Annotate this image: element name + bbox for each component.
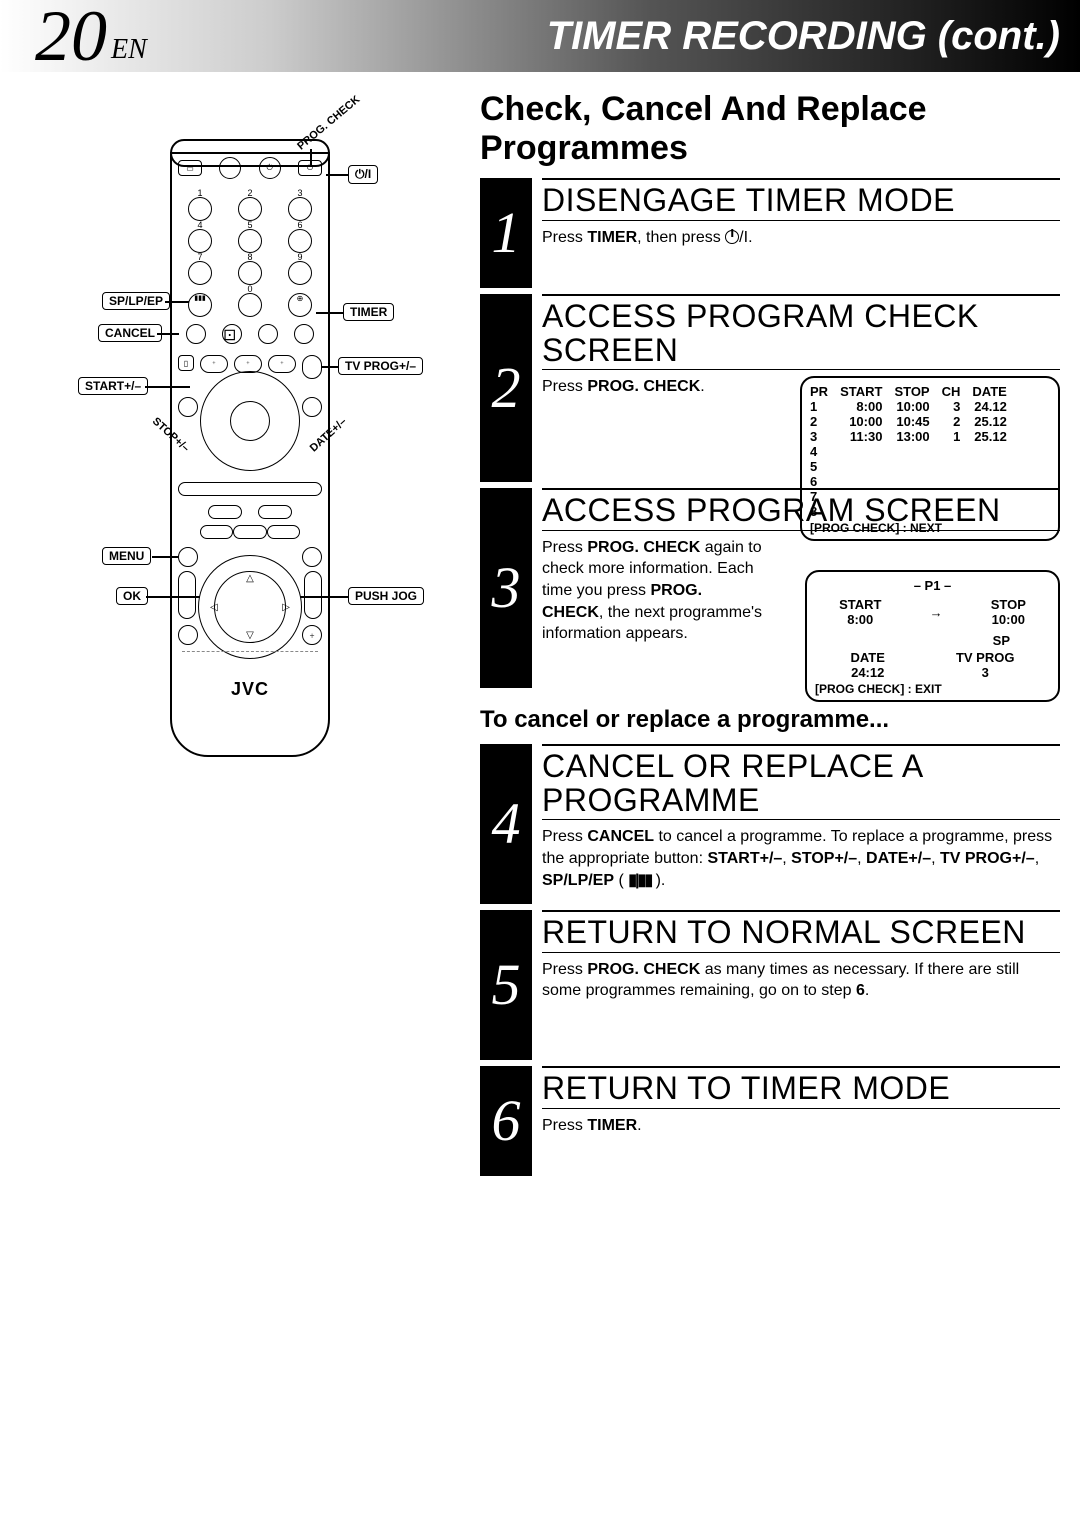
step-5-heading: RETURN TO NORMAL SCREEN: [542, 910, 1060, 953]
step-4-text: Press CANCEL to cancel a programme. To r…: [542, 826, 1060, 891]
step-4-heading: CANCEL OR REPLACE A PROGRAMME: [542, 744, 1060, 820]
step-1-heading: DISENGAGE TIMER MODE: [542, 178, 1060, 221]
label-splpep: SP/LP/EP: [102, 292, 170, 310]
label-prog-check: PROG. CHECK: [295, 93, 362, 152]
step-1: 1 DISENGAGE TIMER MODE Press TIMER, then…: [480, 178, 1060, 288]
osd-prog-detail: – P1 – START8:00 → STOP10:00 SP DATE24:1…: [805, 570, 1060, 702]
label-timer: TIMER: [343, 303, 394, 321]
label-pushjog: PUSH JOG: [348, 587, 424, 605]
step-2-heading: ACCESS PROGRAM CHECK SCREEN: [542, 294, 1060, 370]
step-3-heading: ACCESS PROGRAM SCREEN: [542, 488, 1060, 531]
step-5: 5 RETURN TO NORMAL SCREEN Press PROG. CH…: [480, 910, 1060, 1060]
step-6-text: Press TIMER.: [542, 1115, 1060, 1137]
page-number: 20: [35, 0, 107, 72]
label-tvprog: TV PROG+/–: [338, 357, 423, 375]
step-6-heading: RETURN TO TIMER MODE: [542, 1066, 1060, 1109]
power-icon: [725, 230, 739, 244]
label-start: START+/–: [78, 377, 148, 395]
step-3-text: Press PROG. CHECK again to check more in…: [542, 537, 762, 645]
step-1-text: Press TIMER, then press /I.: [542, 227, 1060, 249]
section-title: Check, Cancel And Replace Programmes: [480, 90, 1060, 168]
step-3: 3 ACCESS PROGRAM SCREEN Press PROG. CHEC…: [480, 488, 1060, 688]
step-5-text: Press PROG. CHECK as many times as neces…: [542, 959, 1060, 1002]
label-power: ⏻/I: [348, 165, 378, 184]
label-ok: OK: [116, 587, 148, 605]
remote-illustration: ▭ ⏻ ⏻ 1 2 3 4 5 6 7 8 9 ▮▮▮ 0 ⊕: [0, 127, 420, 847]
page-lang: EN: [111, 34, 147, 66]
step-2-text: Press PROG. CHECK.: [542, 376, 762, 398]
label-menu: MENU: [102, 547, 151, 565]
page-header: 20 EN TIMER RECORDING (cont.): [0, 0, 1080, 72]
step-6: 6 RETURN TO TIMER MODE Press TIMER.: [480, 1066, 1060, 1176]
sub-title: To cancel or replace a programme...: [480, 706, 1060, 734]
label-cancel: CANCEL: [98, 324, 162, 342]
step-2: 2 ACCESS PROGRAM CHECK SCREEN Press PROG…: [480, 294, 1060, 482]
step-4: 4 CANCEL OR REPLACE A PROGRAMME Press CA…: [480, 744, 1060, 904]
remote-brand: JVC: [170, 679, 330, 700]
header-title: TIMER RECORDING (cont.): [547, 14, 1060, 59]
